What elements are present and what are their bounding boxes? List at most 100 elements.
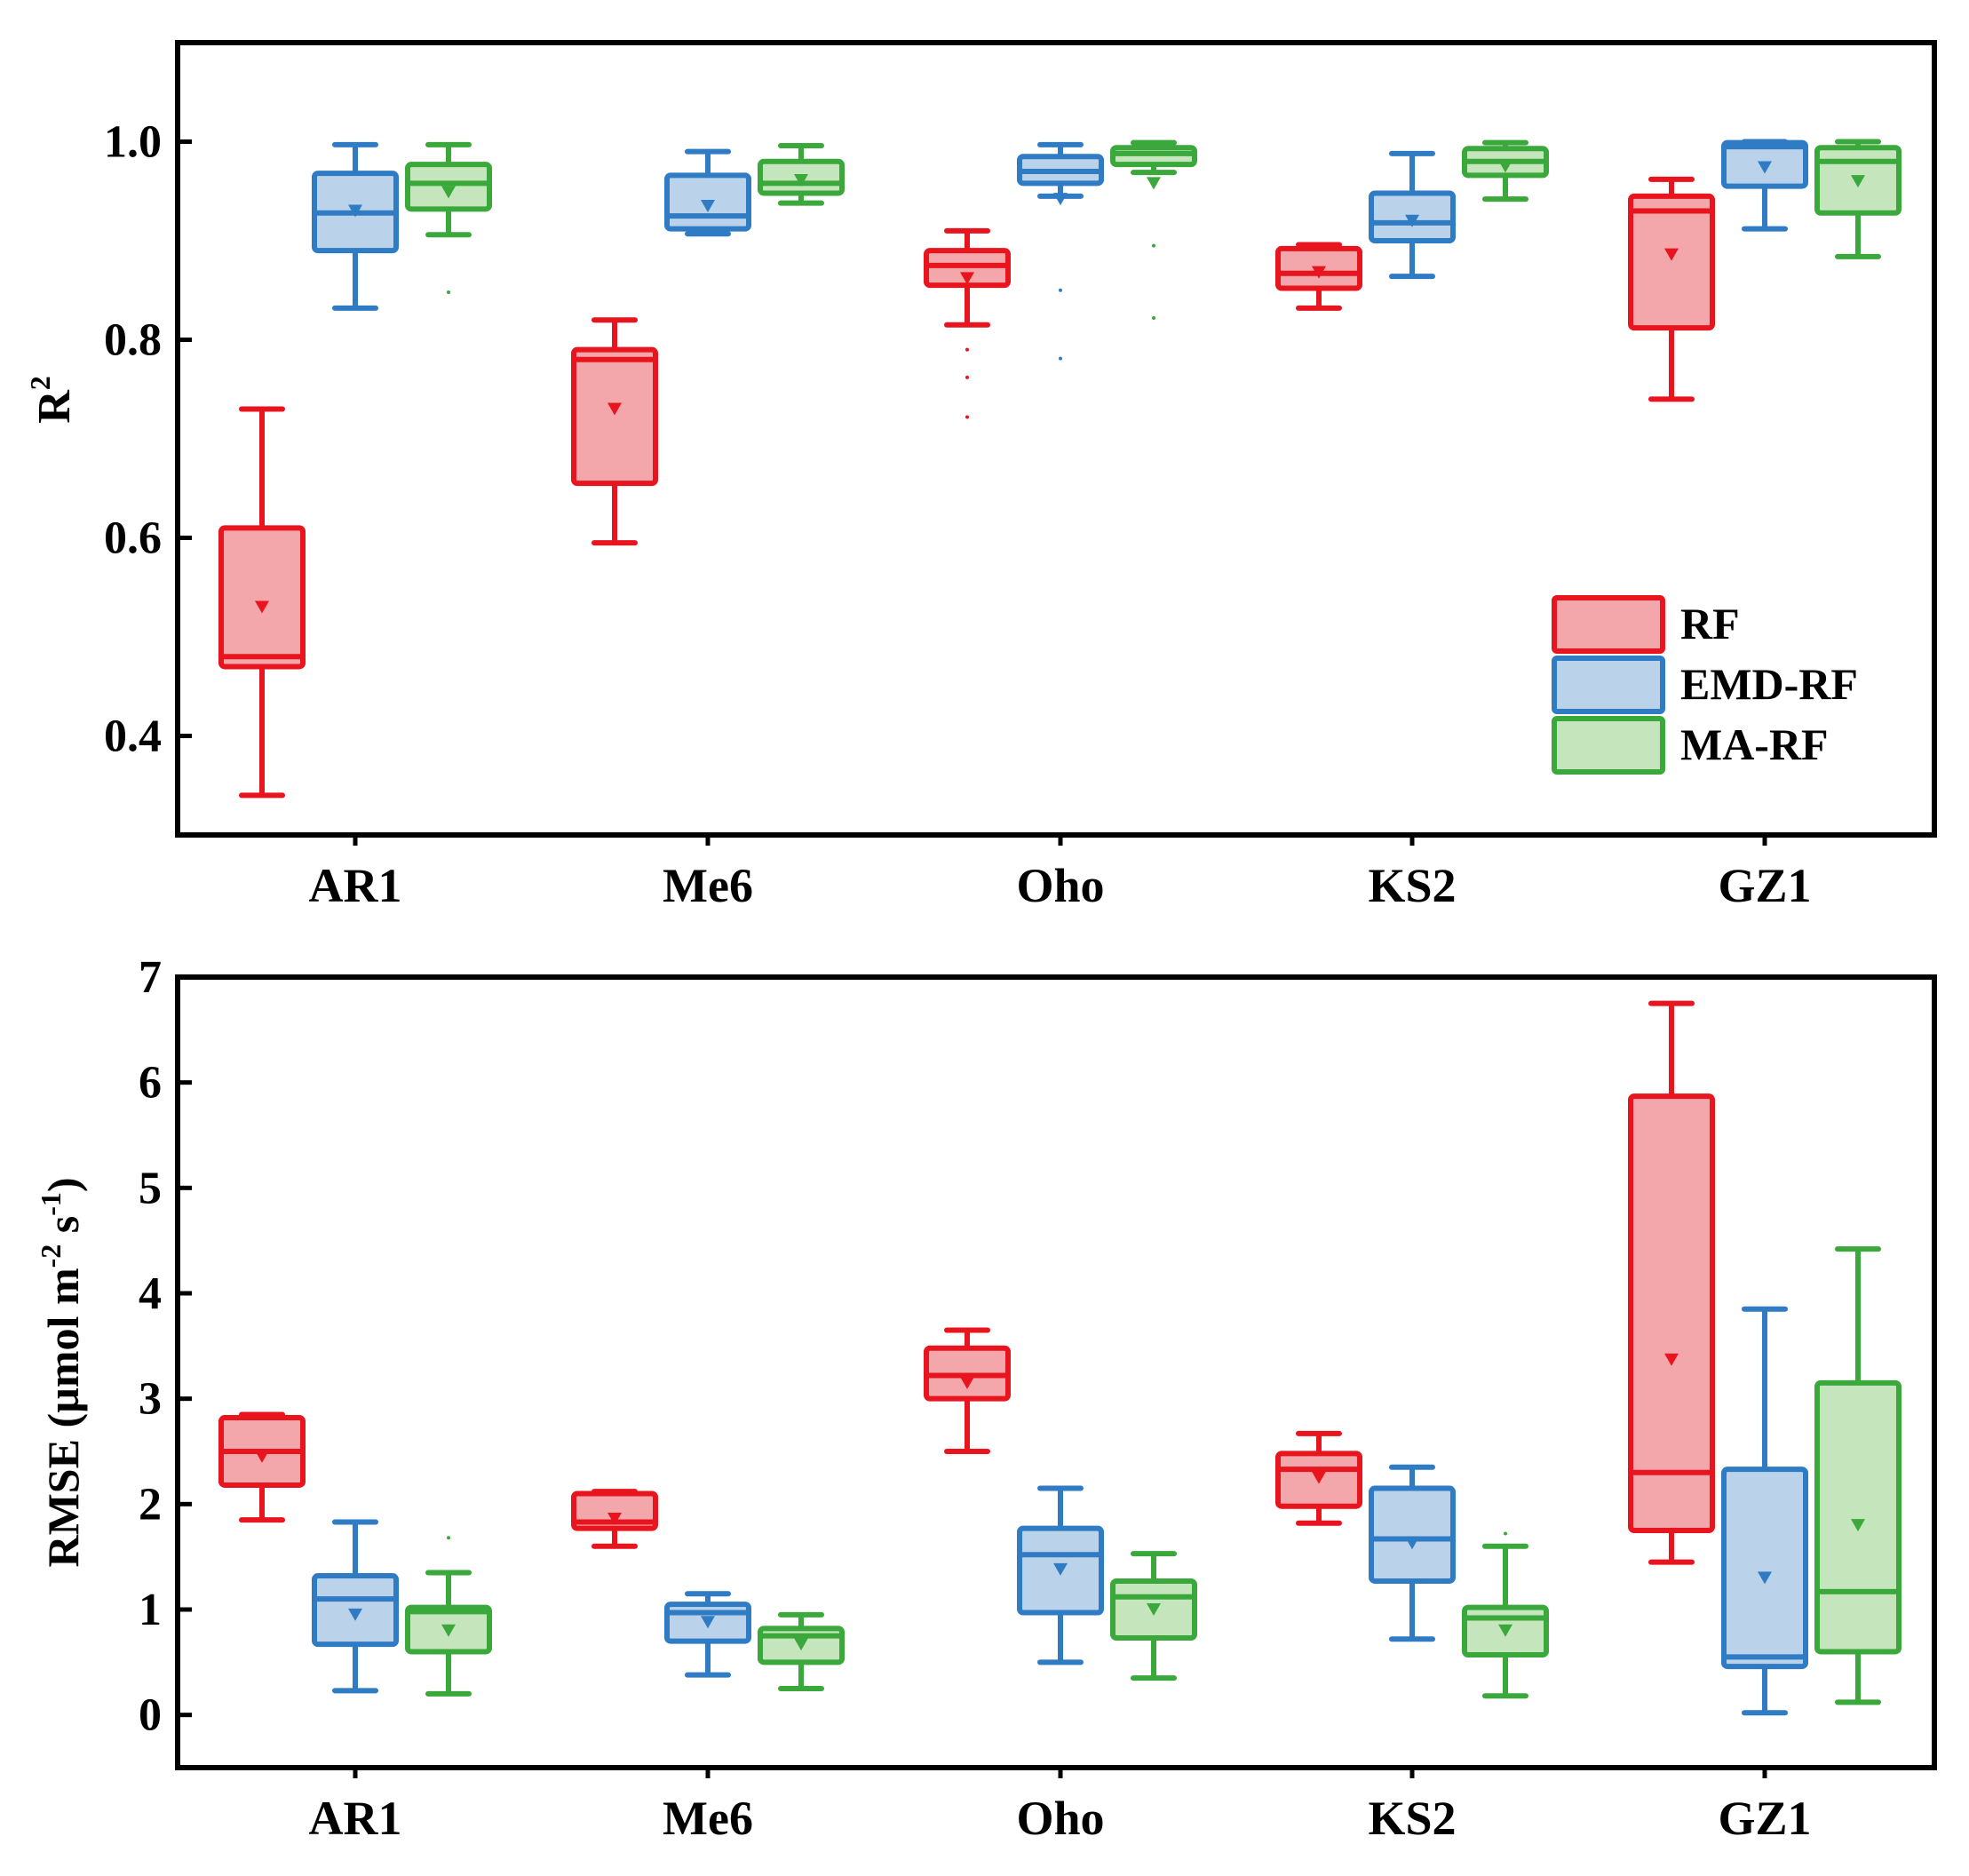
rmse-boxes	[218, 1000, 1902, 1716]
rmse-y-tick-label: 3	[139, 1374, 162, 1425]
rmse-y-axis: 0 1 2 3 4 5 6 7	[139, 952, 192, 1741]
iqr-box	[1369, 1485, 1456, 1584]
rmse-box-ma-rf-ar1	[405, 1536, 492, 1697]
rmse-y-tick-label: 7	[139, 952, 162, 1003]
r2-y-axis-title: R2	[24, 376, 80, 424]
rmse-box-emd-rf-ar1	[312, 1519, 399, 1694]
rmse-x-tick-label: KS2	[1368, 1792, 1456, 1845]
mean-marker	[607, 1512, 622, 1525]
iqr-box	[1628, 193, 1715, 331]
r2-box-emd-rf-ks2	[1369, 150, 1456, 280]
rmse-box-rf-me6	[571, 1489, 658, 1549]
r2-box-rf-oho	[924, 227, 1011, 419]
rmse-box-emd-rf-me6	[664, 1591, 751, 1678]
rmse-y-tick-label: 2	[139, 1479, 162, 1530]
legend: RF EMD-RF MA-RF	[1552, 595, 1858, 775]
r2-box-rf-gz1	[1628, 176, 1715, 402]
r2-y-tick-label: 0.4	[104, 711, 162, 762]
iqr-box	[1721, 1467, 1808, 1670]
mean-marker	[348, 1608, 362, 1621]
legend-item-emd-rf: EMD-RF	[1552, 656, 1858, 714]
mean-marker	[1664, 1353, 1679, 1366]
rmse-box-rf-ks2	[1275, 1430, 1362, 1526]
mean-marker	[255, 1450, 269, 1463]
outlier-point	[447, 1536, 450, 1540]
outlier-point	[965, 415, 969, 419]
r2-box-emd-rf-oho	[1017, 141, 1104, 361]
rmse-box-ma-rf-oho	[1110, 1551, 1197, 1681]
r2-y-tick-label: 0.8	[104, 315, 162, 366]
iqr-box	[218, 525, 306, 670]
iqr-box	[1628, 1093, 1715, 1534]
mean-marker	[441, 1624, 456, 1637]
r2-box-ma-rf-oho	[1110, 139, 1197, 320]
rmse-y-tick-label: 1	[139, 1585, 162, 1635]
r2-y-tick-label: 1.0	[104, 117, 162, 168]
r2-x-tick-label: Me6	[663, 859, 753, 912]
mean-marker	[1405, 214, 1419, 227]
legend-item-rf: RF	[1552, 595, 1740, 654]
rmse-x-axis: AR1 Me6 Oho KS2 GZ1	[309, 1768, 1812, 1845]
outlier-point	[1504, 1531, 1507, 1536]
r2-y-axis: 0.4 0.6 0.8 1.0	[104, 117, 192, 762]
mean-marker	[701, 199, 715, 212]
r2-box-emd-rf-ar1	[312, 141, 399, 311]
mean-marker	[1664, 248, 1679, 261]
outlier-point	[965, 347, 969, 352]
r2-box-ma-rf-ar1	[405, 141, 492, 294]
r2-x-tick-label: KS2	[1368, 859, 1456, 912]
rmse-y-tick-label: 5	[139, 1163, 162, 1213]
outlier-point	[1059, 288, 1062, 292]
r2-box-rf-me6	[571, 317, 658, 546]
outlier-point	[1152, 315, 1155, 320]
rmse-box-rf-ar1	[218, 1411, 306, 1523]
mean-marker	[1405, 1537, 1419, 1550]
legend-swatch	[1552, 595, 1665, 654]
r2-box-emd-rf-gz1	[1721, 139, 1808, 232]
rmse-y-tick-label: 4	[139, 1268, 162, 1319]
rmse-box-ma-rf-ks2	[1462, 1531, 1549, 1699]
iqr-box	[1814, 1379, 1902, 1655]
mean-marker	[607, 402, 622, 416]
mean-marker	[794, 173, 808, 187]
mean-marker	[1147, 177, 1161, 190]
rmse-x-tick-label: GZ1	[1718, 1792, 1811, 1845]
rmse-box-ma-rf-gz1	[1814, 1246, 1902, 1705]
rmse-plot-frame	[175, 974, 1937, 1770]
rmse-box-ma-rf-me6	[758, 1611, 845, 1691]
rmse-panel: 0 1 2 3 4 5 6 7 AR1 Me6 Oho KS2 GZ1 RMSE (µmol m-2 …	[35, 952, 1937, 1845]
legend-label: MA-RF	[1680, 719, 1829, 769]
r2-box-rf-ar1	[218, 406, 306, 799]
rmse-box-emd-rf-gz1	[1721, 1306, 1808, 1716]
mean-marker	[348, 204, 362, 218]
mean-marker	[1758, 1571, 1772, 1585]
outlier-point	[965, 375, 969, 379]
rmse-box-rf-oho	[924, 1327, 1011, 1454]
outlier-point	[1059, 356, 1062, 361]
rmse-box-rf-gz1	[1628, 1000, 1715, 1565]
rmse-x-tick-label: AR1	[309, 1792, 402, 1845]
r2-boxes	[218, 139, 1902, 799]
iqr-box	[571, 346, 658, 487]
mean-marker	[1312, 266, 1326, 279]
legend-swatch	[1552, 656, 1665, 714]
mean-marker	[255, 600, 269, 614]
rmse-y-tick-label: 6	[139, 1058, 162, 1109]
r2-box-emd-rf-me6	[664, 148, 751, 237]
rmse-box-emd-rf-oho	[1017, 1485, 1104, 1665]
rmse-box-emd-rf-ks2	[1369, 1464, 1456, 1642]
r2-panel: 0.4 0.6 0.8 1.0 AR1 Me6 Oho KS2 GZ1 R2 RF EMD-RF…	[24, 40, 1937, 912]
rmse-x-tick-label: Me6	[663, 1792, 753, 1845]
r2-box-ma-rf-gz1	[1814, 139, 1902, 259]
legend-swatch	[1552, 716, 1665, 775]
legend-label: EMD-RF	[1680, 659, 1858, 709]
r2-x-tick-label: GZ1	[1718, 859, 1811, 912]
outlier-point	[1152, 243, 1155, 248]
mean-marker	[1312, 1471, 1326, 1484]
rmse-y-axis-title: RMSE (µmol m-2 s-1)	[35, 1177, 88, 1567]
r2-plot-frame	[175, 40, 1937, 838]
r2-x-tick-label: Oho	[1016, 859, 1104, 912]
mean-marker	[1758, 161, 1772, 174]
rmse-x-tick-label: Oho	[1016, 1792, 1104, 1845]
